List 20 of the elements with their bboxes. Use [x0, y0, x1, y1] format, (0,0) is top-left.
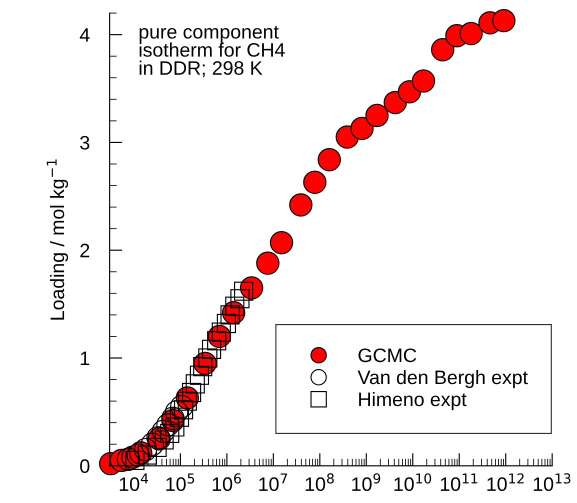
y-axis-title: Loading / mol kg$^{−1}$ — [46, 160, 68, 320]
legend-label: Himeno expt — [359, 392, 467, 410]
y-tick-label: 1 — [80, 352, 90, 366]
y-tick-label: 4 — [80, 28, 90, 42]
x-tick-label: 10$^{6}$ — [212, 473, 241, 492]
y-tick-label: 3 — [80, 136, 90, 150]
x-tick-label: 10$^{10}$ — [394, 473, 432, 492]
legend-label: Van den Bergh expt — [358, 370, 528, 388]
annotation: pure component isotherm for CH4 in DDR; 298 K — [140, 26, 285, 78]
x-tick-label: 10$^{4}$ — [120, 473, 148, 492]
y-tick-label: 2 — [80, 244, 90, 258]
x-tick-label: 10$^{5}$ — [166, 473, 194, 492]
x-tick-label: 10$^{13}$ — [534, 473, 570, 492]
x-tick-label: 10$^{9}$ — [352, 473, 380, 492]
x-tick-label: 10$^{11}$ — [440, 473, 478, 492]
y-tick-label: 0 — [80, 459, 90, 474]
x-tick-label: 10$^{8}$ — [306, 473, 334, 492]
x-tick-label: 10$^{7}$ — [259, 473, 288, 492]
x-tick-label: 10$^{12}$ — [487, 473, 524, 492]
legend-label: GCMC — [358, 348, 416, 362]
